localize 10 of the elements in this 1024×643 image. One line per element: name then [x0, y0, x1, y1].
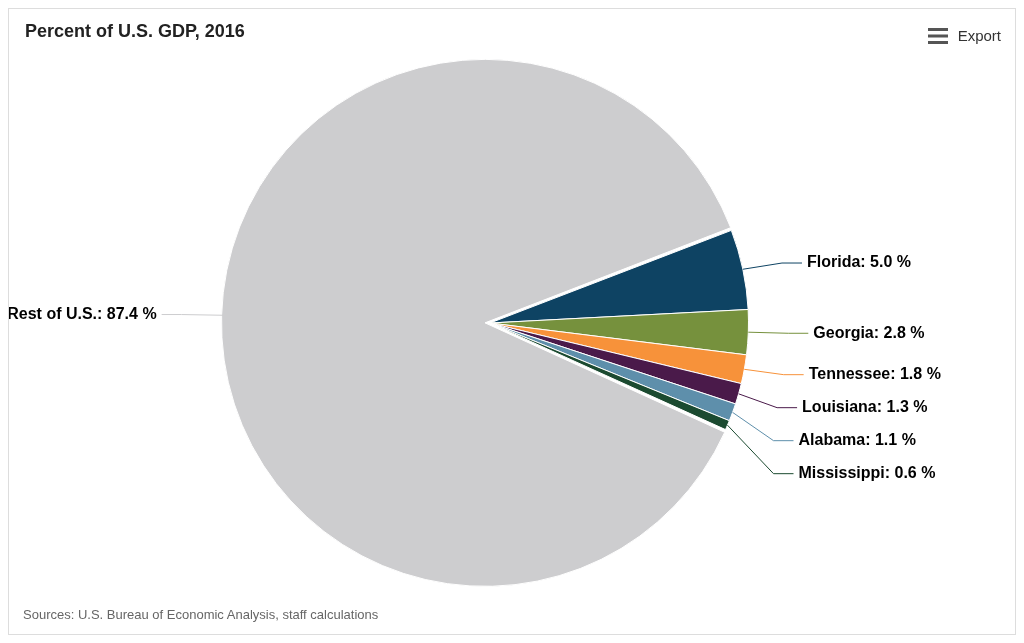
slice-label: Mississippi: 0.6 %	[798, 464, 936, 482]
chart-title: Percent of U.S. GDP, 2016	[25, 21, 245, 42]
slice-label: Alabama: 1.1 %	[798, 431, 916, 449]
slice-label: Georgia: 2.8 %	[813, 323, 925, 341]
slice-label: Rest of U.S.: 87.4 %	[7, 304, 157, 322]
slice-label: Florida: 5.0 %	[806, 253, 912, 271]
source-note: Sources: U.S. Bureau of Economic Analysis, staff calculations	[23, 607, 379, 622]
slice-label: Tennessee: 1.8 %	[808, 365, 941, 383]
text: Export	[957, 27, 1001, 44]
slice-label: Louisiana: 1.3 %	[802, 398, 928, 416]
